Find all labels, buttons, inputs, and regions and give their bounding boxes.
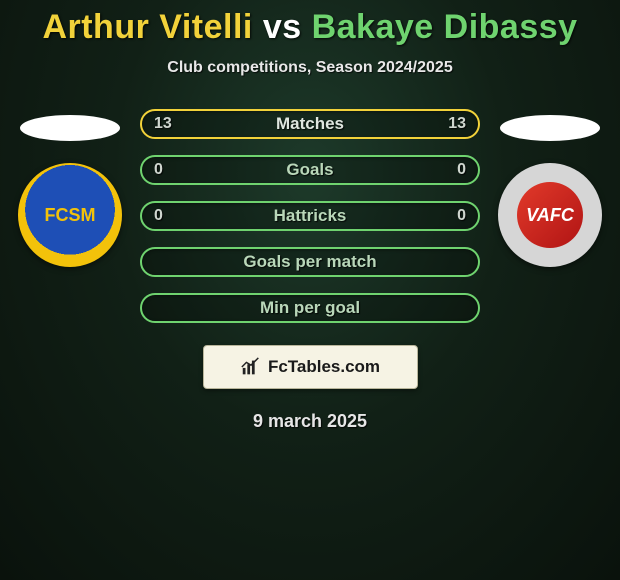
stat-right-value: 0 xyxy=(457,203,466,229)
main-row: FCSM 13Matches130Goals00Hattricks0Goals … xyxy=(0,109,620,323)
subtitle: Club competitions, Season 2024/2025 xyxy=(0,59,620,77)
player2-name: Bakaye Dibassy xyxy=(312,8,578,46)
left-side: FCSM xyxy=(10,109,130,267)
vs-label: vs xyxy=(263,8,302,46)
player1-name: Arthur Vitelli xyxy=(42,8,252,46)
club-badge-left: FCSM xyxy=(18,163,122,267)
club-right-inner: VAFC xyxy=(517,182,583,248)
stat-label: Goals per match xyxy=(142,249,478,275)
stat-pill: 0Hattricks0 xyxy=(140,201,480,231)
stat-pill: 13Matches13 xyxy=(140,109,480,139)
stats-bars: 13Matches130Goals00Hattricks0Goals per m… xyxy=(140,109,480,323)
stat-right-value: 0 xyxy=(457,157,466,183)
date: 9 march 2025 xyxy=(0,411,620,432)
stat-pill: Goals per match xyxy=(140,247,480,277)
branding-box: FcTables.com xyxy=(203,345,418,389)
infographic-root: Arthur Vitelli vs Bakaye Dibassy Club co… xyxy=(0,0,620,580)
club-left-abbr: FCSM xyxy=(45,205,96,226)
stat-label: Matches xyxy=(142,111,478,137)
stat-label: Hattricks xyxy=(142,203,478,229)
stat-label: Goals xyxy=(142,157,478,183)
flag-placeholder-left xyxy=(20,115,120,141)
right-side: VAFC xyxy=(490,109,610,267)
club-right-abbr: VAFC xyxy=(526,205,574,226)
stat-pill: Min per goal xyxy=(140,293,480,323)
stat-right-value: 13 xyxy=(448,111,466,137)
stat-label: Min per goal xyxy=(142,295,478,321)
branding-text: FcTables.com xyxy=(268,357,380,377)
club-badge-right: VAFC xyxy=(498,163,602,267)
stat-pill: 0Goals0 xyxy=(140,155,480,185)
flag-placeholder-right xyxy=(500,115,600,141)
chart-icon xyxy=(240,356,262,378)
title: Arthur Vitelli vs Bakaye Dibassy xyxy=(0,8,620,47)
